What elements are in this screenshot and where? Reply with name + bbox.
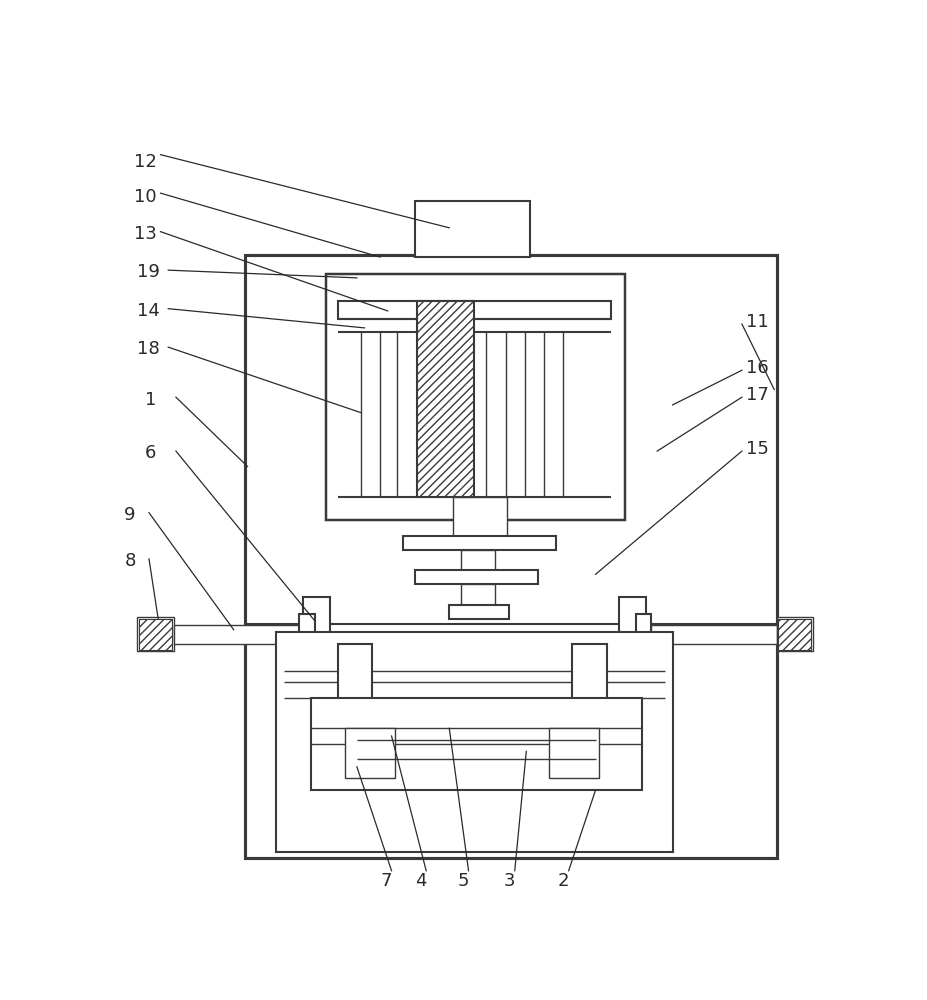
Bar [651, 625, 777, 644]
Bar [778, 619, 811, 650]
Text: 3: 3 [503, 872, 515, 890]
Text: 18: 18 [137, 340, 160, 358]
Text: 19: 19 [137, 263, 160, 281]
Bar [337, 644, 373, 705]
Bar [414, 201, 530, 257]
Text: 7: 7 [380, 872, 392, 890]
Text: 12: 12 [133, 153, 157, 171]
Text: 17: 17 [745, 386, 768, 404]
Bar [618, 597, 645, 674]
Bar [777, 617, 813, 651]
Bar [337, 301, 611, 319]
Bar [453, 497, 507, 536]
Text: 9: 9 [124, 506, 136, 524]
Bar [246, 255, 777, 858]
Text: 14: 14 [137, 302, 160, 320]
Text: 1: 1 [146, 391, 157, 409]
Bar [173, 625, 303, 644]
Bar [461, 584, 496, 605]
Text: 4: 4 [415, 872, 426, 890]
Bar [303, 597, 330, 674]
Bar [461, 550, 496, 570]
Text: 15: 15 [745, 440, 768, 458]
Text: 13: 13 [133, 225, 157, 243]
Bar [299, 614, 314, 655]
Bar [636, 614, 651, 655]
Text: 5: 5 [457, 872, 469, 890]
Text: 11: 11 [745, 313, 768, 331]
Bar [137, 617, 173, 651]
Text: 8: 8 [124, 552, 135, 570]
Bar [450, 605, 509, 619]
Text: 16: 16 [745, 359, 768, 377]
Bar [573, 644, 607, 705]
Bar [326, 274, 625, 520]
Bar [414, 570, 538, 584]
Bar [139, 619, 172, 650]
Text: 2: 2 [557, 872, 569, 890]
Bar [417, 301, 474, 497]
Bar [311, 698, 641, 790]
Bar [346, 728, 396, 778]
Bar [403, 536, 555, 550]
Bar [550, 728, 600, 778]
Text: 6: 6 [146, 444, 157, 462]
Text: 10: 10 [133, 188, 157, 206]
Bar [276, 632, 673, 852]
